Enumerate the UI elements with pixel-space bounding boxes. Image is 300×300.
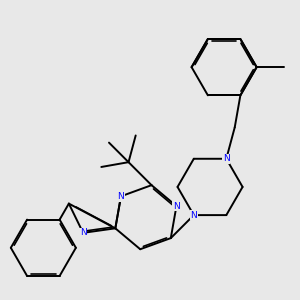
Text: N: N bbox=[80, 228, 86, 237]
Text: N: N bbox=[190, 211, 197, 220]
Text: N: N bbox=[118, 192, 124, 201]
Text: N: N bbox=[223, 154, 230, 163]
Text: N: N bbox=[173, 202, 180, 211]
